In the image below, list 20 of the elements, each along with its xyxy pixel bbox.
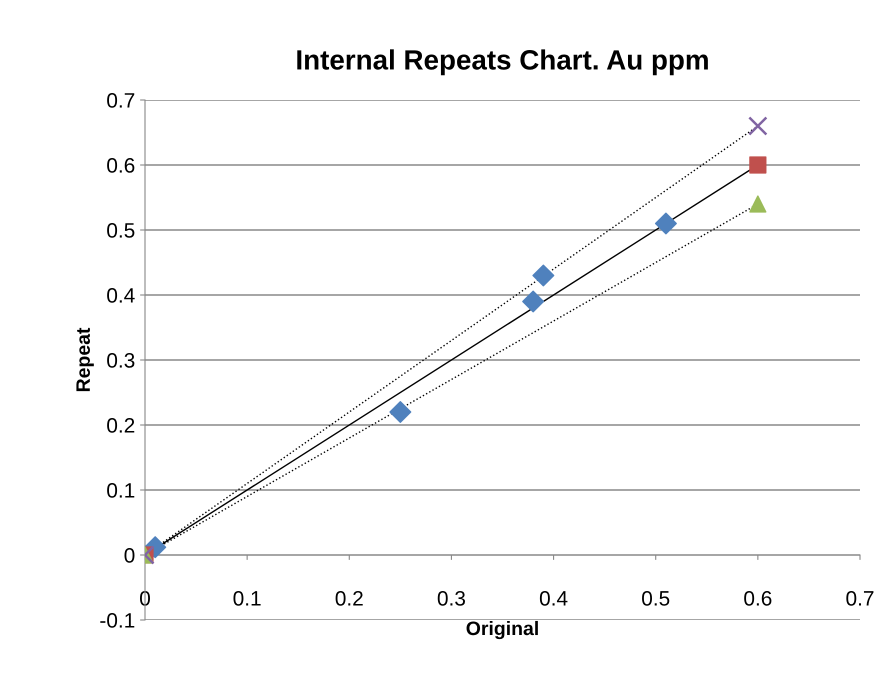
y-tick-label: 0.3 bbox=[107, 353, 134, 368]
y-tick-label: 0.7 bbox=[107, 93, 134, 108]
x-tick-label: 0.3 bbox=[438, 590, 465, 606]
x-tick-label: 0.4 bbox=[540, 590, 568, 606]
y-tick-label: 0.5 bbox=[107, 223, 134, 238]
y-tick-label: 0.6 bbox=[107, 158, 134, 173]
x-tick-label: 0.6 bbox=[744, 590, 772, 606]
y-tick-label: 0 bbox=[124, 548, 134, 563]
y-tick-label: 0.4 bbox=[107, 288, 135, 303]
x-tick-label: 0 bbox=[140, 590, 150, 606]
x-tick-label: 0.5 bbox=[642, 590, 670, 606]
y-tick-label: 0.2 bbox=[107, 418, 134, 433]
y-tick-label: -0.1 bbox=[100, 613, 134, 628]
x-tick-label: 0.2 bbox=[336, 590, 363, 606]
chart-title: Internal Repeats Chart. Au ppm bbox=[297, 49, 708, 76]
x-axis-title: Original bbox=[466, 620, 538, 640]
y-tick-label: 0.1 bbox=[107, 483, 134, 498]
x-tick-label: 0.7 bbox=[846, 590, 874, 606]
y-axis-title: Repeat bbox=[76, 328, 94, 392]
x-tick-label: 0.1 bbox=[233, 590, 261, 606]
